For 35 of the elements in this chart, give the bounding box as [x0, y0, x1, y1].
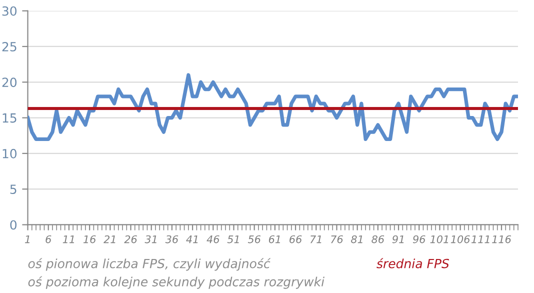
- x-tick-label: 76: [331, 235, 343, 244]
- x-tick-label: 56: [248, 235, 260, 244]
- x-tick-label: 31: [144, 235, 156, 244]
- x-tick-label: 21: [104, 235, 116, 244]
- x-tick-label: 101: [430, 235, 448, 244]
- x-tick-label: 11: [62, 235, 74, 244]
- y-tick-label: 5: [10, 184, 16, 194]
- x-tick-label: 61: [268, 235, 280, 244]
- x-tick-label: 66: [290, 235, 302, 244]
- x-tick-label: 41: [186, 235, 198, 244]
- x-tick-label: 16: [83, 235, 96, 244]
- y-tick-label: 30: [2, 6, 17, 16]
- x-tick-label: 26: [124, 235, 137, 244]
- x-tick-label: 106: [450, 235, 470, 244]
- x-tick-label: 81: [351, 235, 362, 244]
- ref-line-label: średnia FPS: [376, 258, 450, 268]
- y-tick-label: 10: [2, 148, 17, 158]
- y-tick-label: 20: [2, 78, 17, 88]
- y-tick-label: 25: [2, 42, 16, 52]
- line-series: [28, 73, 518, 141]
- x-tick-label: 96: [412, 235, 426, 244]
- x-tick-label: 36: [165, 235, 178, 244]
- x-tick-label: 116: [492, 235, 511, 244]
- y-tick-label: 15: [2, 113, 16, 123]
- x-tick-label: 51: [227, 235, 239, 244]
- text: oś pozioma kolejne sekundy podczas rozgrywki: [28, 276, 324, 289]
- x-tick-label: 46: [206, 235, 220, 244]
- y-tick-label: 0: [10, 220, 17, 230]
- text: oś pionowa liczba FPS, czyli wydajność: [28, 258, 271, 271]
- x-tick-label: 111: [471, 235, 490, 244]
- x-tick-label: 1: [24, 235, 30, 244]
- x-tick-label: 91: [392, 235, 404, 244]
- x-tick-label: 71: [310, 235, 322, 244]
- x-tick-label: 6: [46, 235, 52, 244]
- x-tick-label: 86: [372, 235, 384, 244]
